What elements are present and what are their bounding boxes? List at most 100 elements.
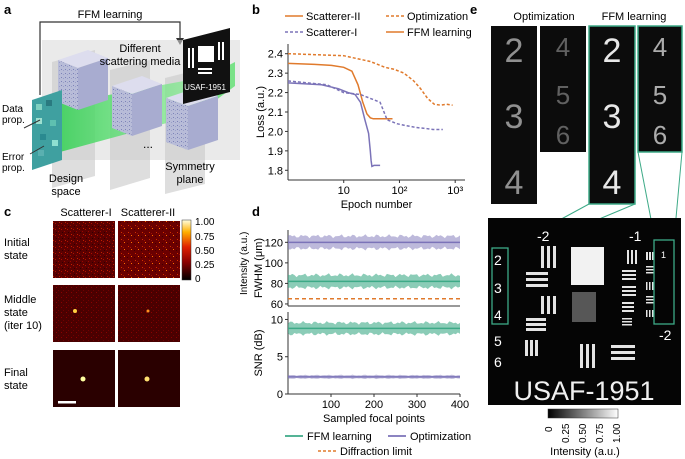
e-ffm-strip-1 xyxy=(588,25,636,205)
b-x-tick-label: 10³ xyxy=(447,185,463,197)
d-bot-x-tick-label: 100 xyxy=(322,399,340,411)
legend-scatterer-1: Scatterer-I xyxy=(306,27,357,39)
row-middle-1: Middle xyxy=(4,294,36,306)
d-bot-x-tick-label: 400 xyxy=(451,399,469,411)
panel-d-legend: FFM learning Optimization Diffraction li… xyxy=(285,431,471,458)
symmetry-plane-label-1: Symmetry xyxy=(165,161,215,173)
e-opt1-digit-2: 2 xyxy=(505,32,524,70)
c-colorbar-label: Intensity (a.u.) xyxy=(239,232,250,295)
symmetry-plane-label-2: plane xyxy=(177,174,204,186)
b-y-tick-label: 2.3 xyxy=(268,68,283,80)
e-usaf-center-cluster xyxy=(572,292,596,322)
e-opt2-digit-6: 6 xyxy=(556,120,570,150)
c-tick-100: 1.00 xyxy=(195,217,215,228)
e-tick-050: 0.50 xyxy=(578,423,589,443)
e-usaf-text: USAF-1951 xyxy=(513,376,654,406)
b-series-scatterer-ii-optimization xyxy=(287,52,453,106)
e-ffm-strip-2 xyxy=(637,25,683,153)
scattering-cube-2 xyxy=(112,76,162,136)
e-ffm1-digit-2: 2 xyxy=(603,32,622,70)
c-focus-s2-middle xyxy=(146,309,150,313)
row-initial-1: Initial xyxy=(4,237,30,249)
d-bot-y-tick-label: 5 xyxy=(277,352,283,364)
scattering-cube-1 xyxy=(58,50,108,110)
d-top-y-tick-label: 120 xyxy=(265,237,283,249)
c-map-s1-initial xyxy=(53,221,115,278)
c-focus-s1-final xyxy=(80,376,86,382)
e-label-minus2-right: -2 xyxy=(659,327,672,343)
e-colorbar xyxy=(547,408,619,419)
b-x-tick-label: 10 xyxy=(338,185,350,197)
b-y-tick-label: 2.2 xyxy=(268,88,283,100)
b-y-tick-label: 1.8 xyxy=(268,165,283,177)
e-usaf-bars xyxy=(525,246,654,368)
row-middle-3: (iter 10) xyxy=(4,320,42,332)
ffm-loop-line xyxy=(39,21,181,95)
media-label-1: Different xyxy=(119,43,160,55)
legend-ffm-learning: FFM learning xyxy=(407,27,472,39)
b-series-scatterer-ii-ffm-learning xyxy=(287,62,393,120)
panel-c-letter: c xyxy=(4,204,11,219)
d-bot-x-tick-label: 200 xyxy=(365,399,383,411)
usaf-target-card: USAF-1951 xyxy=(183,28,230,104)
d-top-y-tick-label: 80 xyxy=(271,278,283,290)
e-title-ffm: FFM learning xyxy=(602,11,667,23)
legend-scatterer-2: Scatterer-II xyxy=(306,11,360,23)
e-ffm2-digit-6: 6 xyxy=(653,120,667,150)
e-label-2: 2 xyxy=(494,252,502,268)
design-space-label-1: Design xyxy=(49,173,83,185)
e-colorbar-label: Intensity (a.u.) xyxy=(550,446,620,458)
legend-d-diff: Diffraction limit xyxy=(340,446,412,458)
d-bot-y-label: SNR (dB) xyxy=(253,329,265,376)
legend-d-ffm: FFM learning xyxy=(307,431,372,443)
e-label-1-right: 1 xyxy=(661,250,666,260)
e-label-3: 3 xyxy=(494,280,502,296)
e-opt1-digit-4: 4 xyxy=(505,164,524,202)
loss-chart: 10 10² 10³ 2.4 2.3 2.2 2.1 2.0 1.9 1.8 Epoch numbe… xyxy=(255,44,465,211)
e-title-optimization: Optimization xyxy=(513,11,574,23)
row-initial-2: state xyxy=(4,250,28,262)
e-tick-100: 1.00 xyxy=(612,423,623,443)
panel-e: e Optimization FFM learning 2 3 4 4 5 6 … xyxy=(470,2,683,458)
panel-d-letter: d xyxy=(252,204,260,219)
e-opt-strip-1 xyxy=(491,26,537,204)
fwhm-snr-chart: 120 100 80 60 FWHM (μm) 10 5 0 100 200 300 400 Sampl… xyxy=(253,230,469,425)
panel-e-letter: e xyxy=(470,2,477,17)
c-focus-s2-final xyxy=(144,376,150,382)
data-prop-pointer xyxy=(23,119,41,129)
b-y-tick-label: 2.0 xyxy=(268,126,283,138)
e-zoom-box-1 xyxy=(491,247,509,325)
e-opt1-digit-3: 3 xyxy=(505,98,524,136)
c-colorbar xyxy=(181,219,192,281)
e-ffm1-digit-4: 4 xyxy=(603,164,622,202)
legend-d-opt: Optimization xyxy=(410,431,471,443)
data-prop-label-1: Data xyxy=(2,104,24,115)
ellipsis: ... xyxy=(143,137,153,151)
b-y-label: Loss (a.u.) xyxy=(255,86,267,138)
b-y-tick-label: 2.1 xyxy=(268,107,283,119)
panel-a: a FFM learning xyxy=(2,2,240,198)
e-opt-strip-2 xyxy=(540,26,586,152)
c-tick-025: 0.25 xyxy=(195,260,215,271)
d-top-y-label: FWHM (μm) xyxy=(253,238,265,298)
panel-b-legend: Scatterer-II Scatterer-I Optimization FF… xyxy=(285,11,472,39)
e-tick-0: 0 xyxy=(544,426,555,432)
e-tick-025: 0.25 xyxy=(561,423,572,443)
error-prop-label-1: Error xyxy=(2,152,25,163)
row-final-2: state xyxy=(4,380,28,392)
media-label-2: scattering media xyxy=(100,56,182,68)
e-usaf-square xyxy=(571,247,604,285)
e-ffm2-digit-5: 5 xyxy=(653,80,667,110)
usaf-card-label: USAF-1951 xyxy=(184,83,226,92)
error-prop-label-2: prop. xyxy=(2,163,25,174)
b-x-label: Epoch number xyxy=(341,199,413,211)
c-tick-075: 0.75 xyxy=(195,232,215,243)
d-top-y-tick-label: 100 xyxy=(265,258,283,270)
panel-c: c Scatterer-I Scatterer-II Initial state… xyxy=(4,204,250,407)
e-label-5: 5 xyxy=(494,333,502,349)
scale-bar xyxy=(58,401,76,404)
d-bot-y-tick-label: 0 xyxy=(277,389,283,401)
e-tick-075: 0.75 xyxy=(595,423,606,443)
error-prop-pointer xyxy=(29,145,45,155)
